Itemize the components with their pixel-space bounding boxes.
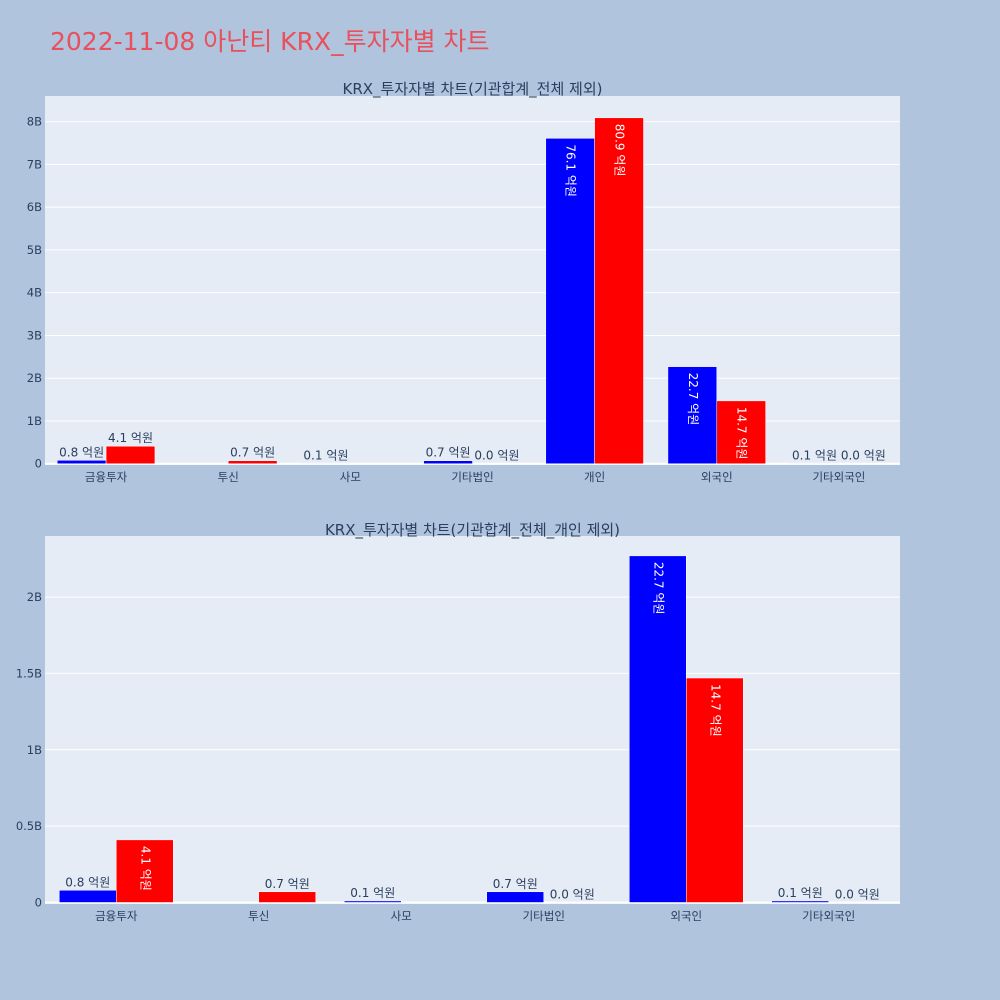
x-tick-label: 외국인	[701, 470, 733, 484]
x-tick-label: 기타외국인	[812, 470, 865, 484]
plot-area	[45, 96, 900, 465]
bar	[105, 445, 156, 464]
data-label: 22.7 억원	[686, 373, 700, 426]
y-tick-label: 1B	[27, 743, 42, 757]
bar	[56, 460, 107, 464]
data-label: 0.1 억원	[792, 448, 837, 462]
bar	[545, 138, 595, 464]
bar	[423, 460, 473, 464]
bar	[227, 460, 278, 464]
bar	[594, 117, 644, 464]
y-tick-label: 5B	[27, 243, 42, 257]
bar	[686, 677, 744, 903]
x-tick-label: 개인	[584, 470, 605, 484]
y-tick-label: 2B	[27, 371, 42, 385]
data-label: 0.0 억원	[550, 887, 595, 901]
bar	[667, 366, 718, 464]
page-title: 2022-11-08 아난티 KRX_투자자별 차트	[50, 27, 490, 56]
y-tick-label: 7B	[27, 157, 42, 171]
y-tick-label: 1B	[27, 414, 42, 428]
data-label: 0.0 억원	[474, 449, 519, 463]
data-label: 0.8 억원	[59, 445, 104, 459]
data-label: 0.7 억원	[426, 446, 471, 460]
x-tick-label: 기타법인	[451, 470, 493, 484]
data-label: 22.7 억원	[651, 562, 665, 615]
x-tick-label: 기타외국인	[802, 909, 855, 923]
y-tick-label: 6B	[27, 200, 42, 214]
x-tick-label: 사모	[391, 909, 412, 923]
bar	[258, 891, 316, 903]
bar	[116, 839, 174, 903]
chart-1: KRX_투자자별 차트(기관합계_전체 제외) 0 1B 2B 3B 4B 5B 6B 7B 8B…	[27, 80, 900, 484]
data-label: 80.9 억원	[613, 124, 627, 177]
data-label: 0.0 억원	[835, 887, 880, 901]
y-tick-label: 1.5B	[16, 666, 42, 680]
y-tick-label: 4B	[27, 286, 42, 300]
x-tick-label: 금융투자	[95, 909, 138, 923]
data-label: 0.7 억원	[265, 877, 310, 891]
data-label: 0.1 억원	[303, 448, 348, 462]
x-tick-label: 외국인	[670, 909, 702, 923]
data-label: 0.8 억원	[65, 875, 110, 889]
data-label: 0.0 억원	[841, 449, 886, 463]
data-label: 0.1 억원	[350, 886, 395, 900]
chart-title: KRX_투자자별 차트(기관합계_전체_개인 제외)	[325, 521, 620, 540]
x-tick-label: 금융투자	[85, 470, 128, 484]
data-label: 0.7 억원	[230, 446, 275, 460]
data-label: 4.1 억원	[138, 846, 152, 891]
bar	[59, 890, 117, 903]
y-tick-label: 0	[35, 895, 42, 909]
bar	[771, 900, 829, 903]
data-label: 76.1 억원	[564, 144, 578, 197]
data-label: 0.7 억원	[493, 877, 538, 891]
data-label: 0.1 억원	[778, 886, 823, 900]
data-label: 4.1 억원	[108, 431, 153, 445]
chart-title: KRX_투자자별 차트(기관합계_전체 제외)	[343, 80, 603, 99]
data-label: 14.7 억원	[708, 684, 722, 737]
y-tick-label: 3B	[27, 328, 42, 342]
bar	[716, 400, 766, 464]
x-tick-label: 사모	[340, 470, 361, 484]
y-tick-label: 8B	[27, 115, 42, 129]
y-tick-label: 2B	[27, 590, 42, 604]
x-tick-label: 투신	[248, 909, 269, 923]
x-tick-label: 투신	[218, 470, 239, 484]
x-tick-label: 기타법인	[523, 909, 565, 923]
bar	[629, 555, 687, 903]
y-tick-label: 0	[35, 457, 42, 471]
chart-2: KRX_투자자별 차트(기관합계_전체_개인 제외) 0 0.5B 1B 1.5B 2B 금…	[16, 521, 900, 923]
bar	[344, 900, 402, 903]
y-tick-label: 0.5B	[16, 819, 42, 833]
data-label: 14.7 억원	[735, 407, 749, 460]
bar	[486, 891, 544, 903]
